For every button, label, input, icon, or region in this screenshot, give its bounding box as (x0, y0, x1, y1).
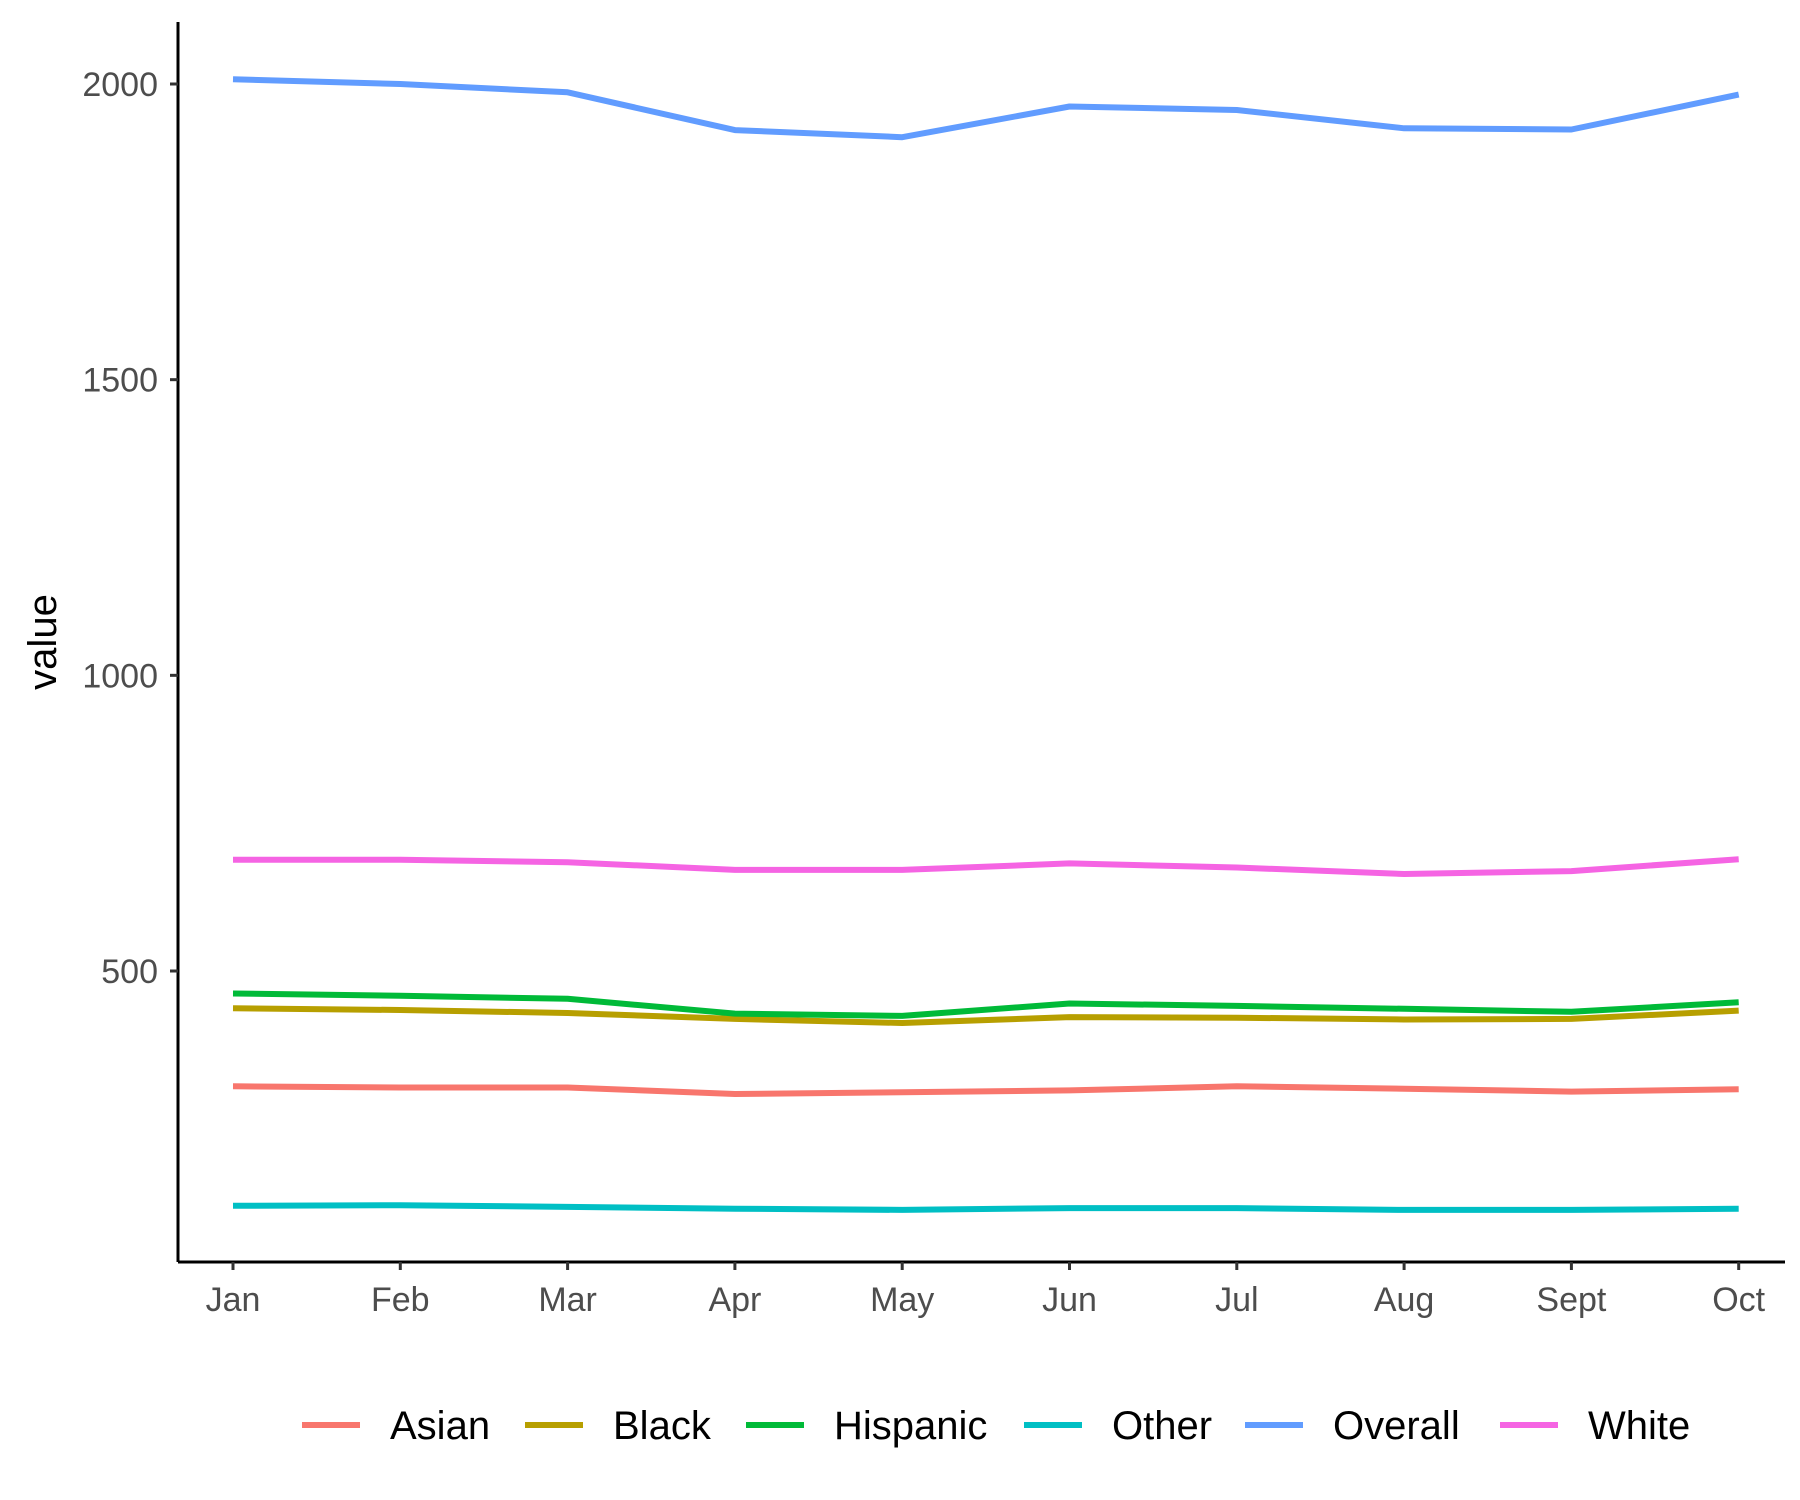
y-tick-label: 1000 (82, 657, 158, 695)
series-line-black (232, 1005, 1739, 1026)
y-tick-label: 2000 (82, 66, 158, 104)
x-tick-label: Mar (538, 1281, 597, 1319)
x-tick-label: Sept (1536, 1281, 1606, 1319)
legend: Asian Black Hispanic Other Overall White (302, 1404, 1690, 1448)
x-tick-label: Oct (1712, 1281, 1765, 1319)
legend-label: White (1588, 1404, 1690, 1448)
series-line-hispanic (232, 990, 1739, 1019)
series-line-overall (232, 76, 1740, 141)
legend-item-black: Black (525, 1404, 712, 1448)
legend-label: Black (613, 1404, 712, 1448)
legend-item-asian: Asian (302, 1404, 490, 1448)
series-layer (232, 76, 1740, 1213)
legend-label: Other (1112, 1404, 1212, 1448)
legend-item-overall: Overall (1245, 1404, 1460, 1448)
legend-label: Asian (390, 1404, 490, 1448)
series-line-other (232, 1202, 1739, 1213)
series-line-white (233, 856, 1739, 877)
x-tick-label: Apr (708, 1281, 761, 1319)
x-tick-label: Jan (206, 1281, 261, 1319)
y-axis-ticks: 500 1000 1500 2000 (82, 66, 178, 991)
x-tick-label: Aug (1374, 1281, 1435, 1319)
x-tick-label: May (870, 1281, 934, 1319)
legend-item-hispanic: Hispanic (746, 1404, 987, 1448)
legend-item-other: Other (1024, 1404, 1212, 1448)
legend-label: Overall (1333, 1404, 1460, 1448)
y-tick-label: 1500 (82, 362, 158, 400)
x-tick-label: Jun (1042, 1281, 1097, 1319)
series-line-asian (232, 1083, 1739, 1097)
x-tick-label: Jul (1215, 1281, 1258, 1319)
y-tick-label: 500 (101, 953, 158, 991)
legend-label: Hispanic (834, 1404, 987, 1448)
x-tick-label: Feb (371, 1281, 430, 1319)
legend-item-white: White (1500, 1404, 1690, 1448)
y-axis-title: value (21, 594, 65, 690)
x-axis-ticks: Jan Feb Mar Apr May Jun Jul Aug Sept Oct (206, 1262, 1766, 1319)
